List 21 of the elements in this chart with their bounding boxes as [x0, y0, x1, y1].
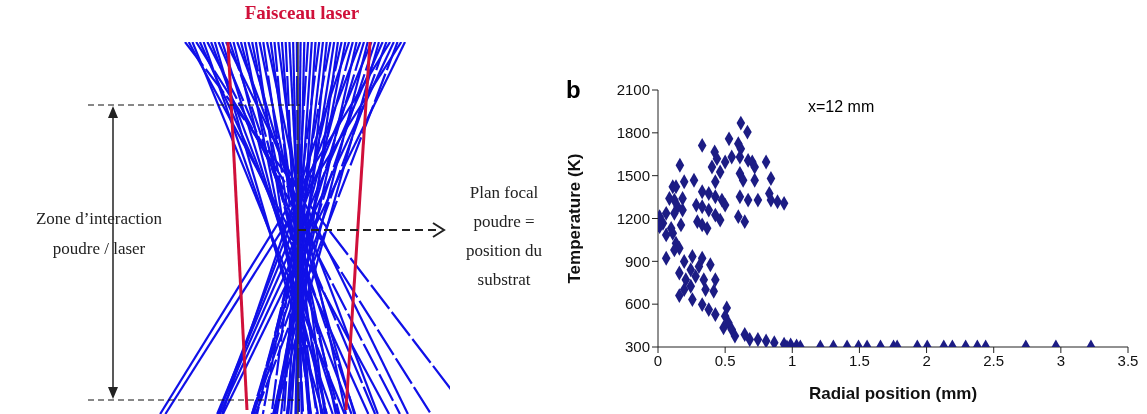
y-tick-label: 1200 — [616, 209, 650, 227]
y-tick-label: 1500 — [616, 166, 650, 184]
x-tick-label: 1.5 — [849, 351, 870, 369]
x-axis-title: Radial position (mm) — [808, 384, 978, 403]
x-tick-label: 2.5 — [983, 351, 1005, 369]
y-axis-title: Temperature (K) — [565, 153, 585, 284]
y-tick-label: 2100 — [616, 81, 650, 99]
annotation: x=12 mm — [808, 98, 875, 116]
y-tick-label: 600 — [624, 295, 650, 313]
text: Faisceau laser — [243, 2, 361, 24]
x-tick-label: 3 — [1056, 351, 1066, 369]
text: Plan focal poudre = position du substrat — [464, 182, 543, 291]
x-tick-label: 0.5 — [714, 351, 736, 369]
y-tick-label: 900 — [624, 252, 650, 270]
x-tick-label: 3.5 — [1117, 351, 1139, 369]
text: b — [566, 76, 581, 104]
x-tick-label: 1 — [788, 351, 797, 369]
y-tick-label: 300 — [624, 338, 650, 356]
y-tick-label: 1800 — [616, 124, 650, 142]
x-tick-label: 0 — [653, 351, 663, 369]
x-tick-label: 2 — [922, 351, 931, 369]
